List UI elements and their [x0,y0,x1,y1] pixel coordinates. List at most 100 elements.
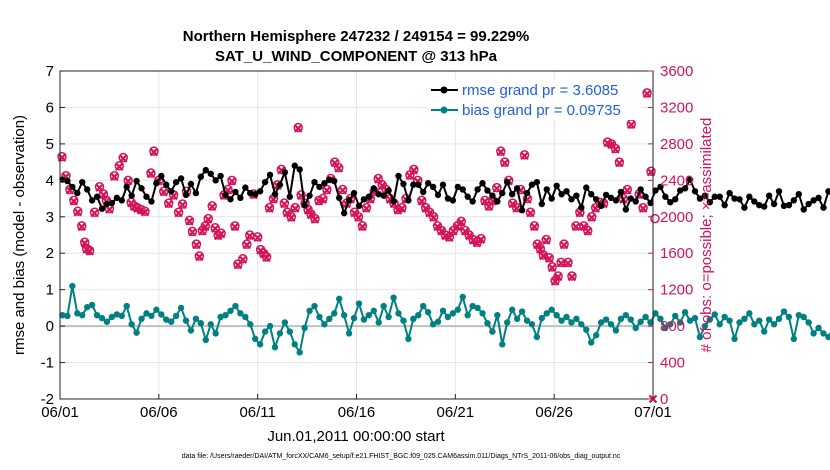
rmse-point [780,202,788,210]
rmse-point [128,192,135,199]
bias-point [74,310,81,317]
rmse-point [484,187,491,194]
rmse-point [607,194,615,202]
bias-point [592,332,600,339]
rmse-point [212,177,219,184]
rmse-point [261,178,269,186]
bias-point [385,313,392,321]
obs-possible-point [583,225,593,236]
rmse-point [558,190,565,198]
rmse-point [820,204,827,211]
bias-point [681,309,689,316]
bias-point [266,322,274,330]
bias-point [410,315,417,323]
bias-point [400,317,407,324]
bias-point [528,321,536,328]
bias-point [499,341,506,348]
bias-point [632,324,639,332]
bias-point [805,319,812,326]
rmse-point [232,188,239,196]
bias-point [790,335,798,343]
bias-point [543,310,550,317]
rmse-point [321,180,328,187]
rmse-point [163,181,170,188]
rmse-point [410,181,417,188]
bias-point [676,319,684,326]
y-tick-label: 2 [46,245,54,262]
rmse-point [83,186,91,193]
obs-assimilated-point [615,158,624,168]
rmse-point [686,176,694,183]
rmse-point [765,192,773,199]
obs-assimilated-point [559,240,569,250]
bias-point [311,302,318,310]
obs-assimilated-point [642,89,652,99]
obs-assimilated-point [80,238,89,248]
rmse-point [627,195,634,202]
bias-point [686,317,694,324]
rmse-point [494,198,501,205]
obs-possible-point [638,202,648,213]
bias-point [291,341,298,348]
bias-point [513,315,521,323]
obs-assimilated-point [146,169,156,179]
chart-title: Northern Hemisphere 247232 / 249154 = 99… [183,28,529,45]
obs-assimilated-point [149,147,159,157]
bias-point [691,314,699,322]
rmse-point [622,206,630,213]
bias-point [390,294,397,301]
rmse-point [706,199,714,206]
obs-possible-point [397,202,407,213]
bias-point [212,330,219,337]
rmse-point [439,181,447,188]
bias-point [336,295,343,302]
rmse-point [637,186,644,193]
obs-assimilated-point [567,272,577,282]
obs-assimilated-point [544,254,554,263]
obs-possible-point [216,228,226,238]
bias-point [751,321,758,328]
obs-possible-point [614,157,625,167]
rmse-point [172,178,180,186]
bias-point [770,321,778,328]
bias-point [454,306,462,313]
bias-point [88,301,96,309]
obs-possible-point [177,199,188,209]
obs-possible-point [586,212,597,222]
rmse-point [681,185,689,192]
obs-possible-point [89,207,100,217]
rmse-point [751,198,758,205]
bias-point [395,310,402,317]
rmse-point [276,181,284,188]
y-tick-label: 0 [46,318,54,335]
y2-tick-label: 2800 [660,136,693,153]
rmse-point [385,187,392,194]
bias-point [79,311,86,319]
rmse-point [553,182,560,189]
bias-point [533,333,541,341]
rmse-point [474,186,481,193]
obs-assimilated-point [110,172,119,181]
rmse-point [716,193,723,200]
y2-axis-label: # of obs: o=possible; ×=assimilated [698,118,715,353]
obs-possible-point [194,251,205,261]
obs-possible-point [159,186,169,197]
rmse-point [815,194,822,202]
obs-assimilated-point [533,240,542,250]
rmse-point [286,193,293,200]
obs-assimilated-point [85,247,94,256]
obs-assimilated-point [216,229,226,239]
bias-point [810,330,817,337]
bias-point [612,327,620,334]
rmse-point [69,183,76,191]
obs-assimilated-point [123,176,133,186]
obs-assimilated-point [69,197,79,206]
rmse-point [726,189,733,197]
bias-series [59,282,830,356]
obs-assimilated-point [286,213,296,222]
bias-point [622,311,630,319]
rmse-point [825,188,830,195]
bias-point [281,319,289,326]
obs-possible-point [187,226,198,237]
obs-assimilated-point [201,222,210,232]
